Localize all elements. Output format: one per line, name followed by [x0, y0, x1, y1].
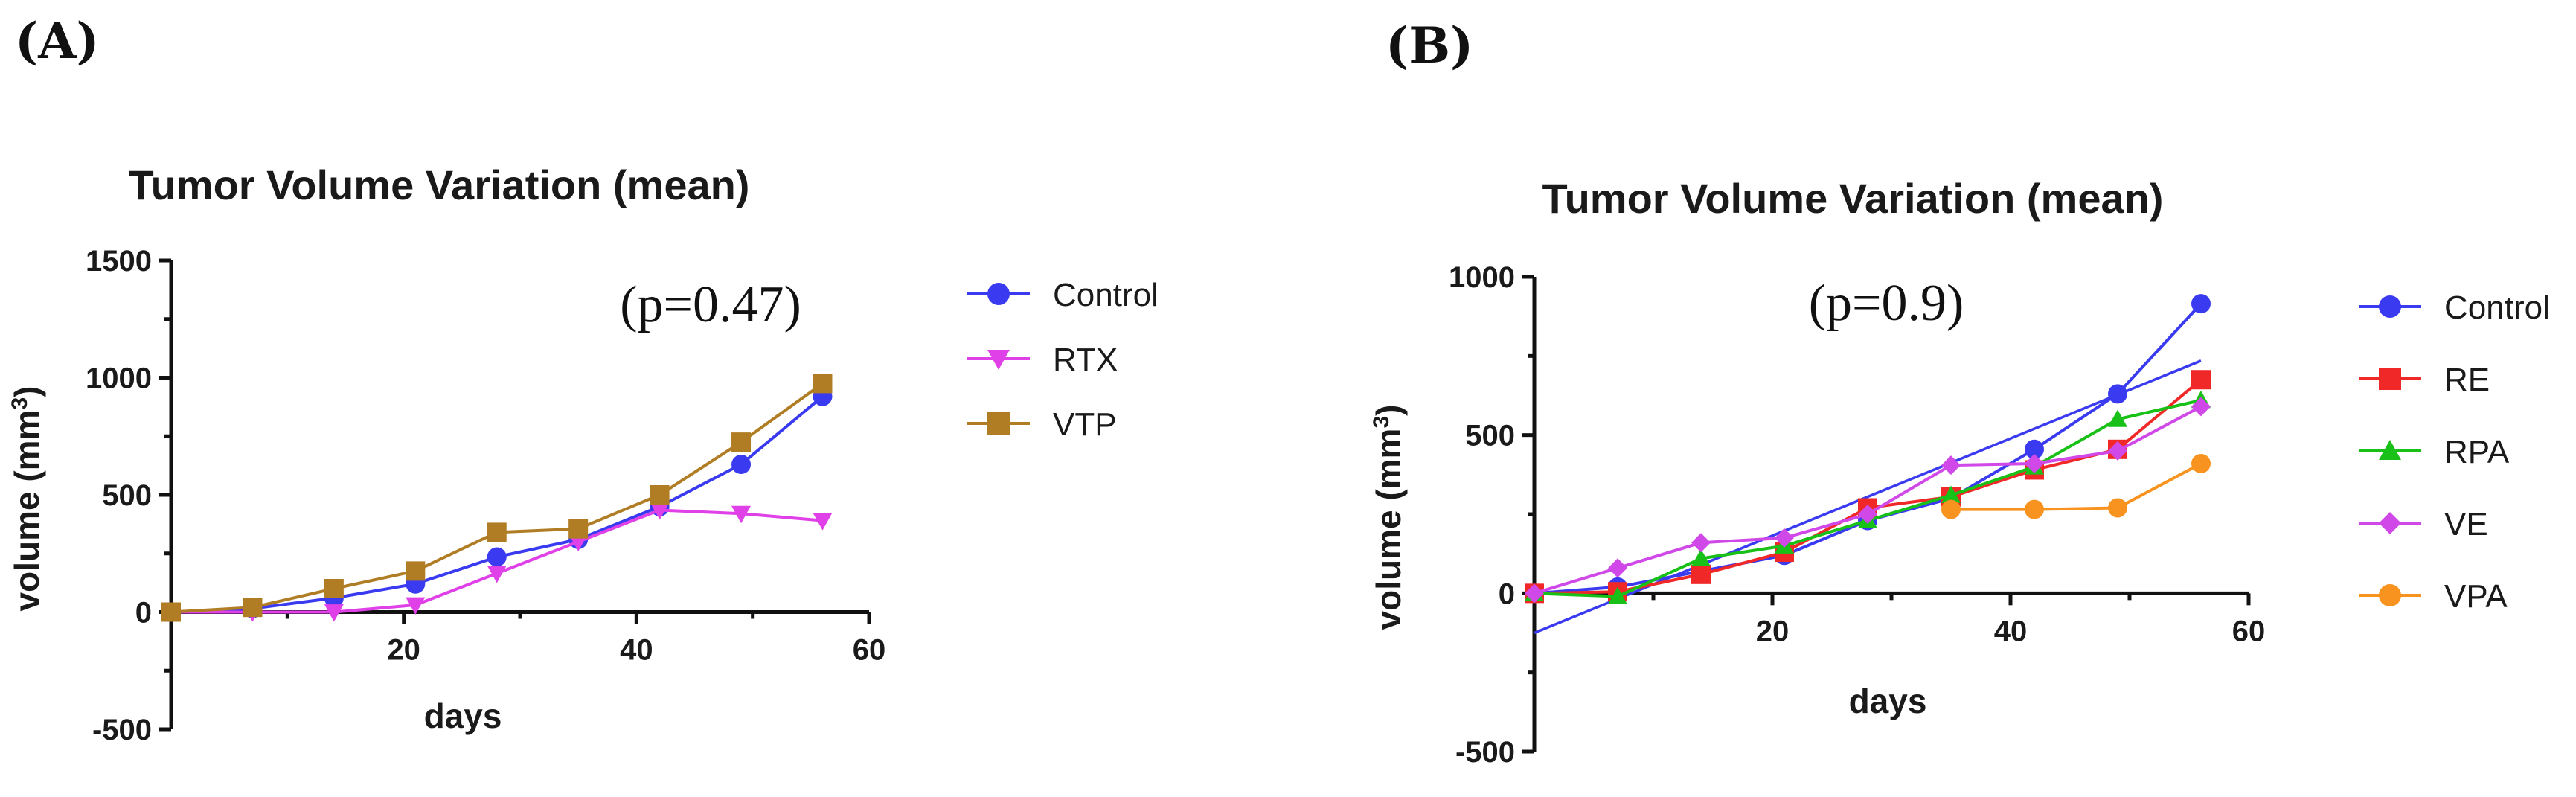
panel-b-point-vpa [1941, 499, 1961, 519]
panel-b: (B) Tumor Volume Variation (mean) (p=0.9… [1369, 16, 2550, 769]
panel-a-point-rtx [813, 513, 833, 531]
panel-b-legend-marker-re [2379, 368, 2401, 390]
panel-a-point-vtp [406, 561, 426, 581]
panel-b-point-re [1691, 564, 1711, 584]
panel-a-legend-marker-control [987, 283, 1010, 305]
panel-a-x-axis-label: days [424, 697, 502, 735]
panel-b-label: (B) [1385, 16, 1473, 74]
panel-b-point-control [2108, 384, 2127, 404]
panel-b-point-re [2191, 370, 2211, 390]
panel-a-y-tick-label: 500 [102, 479, 152, 512]
panel-b-y-axis-label: volume (mm3) [1369, 405, 1409, 630]
panel-a-point-rtx [487, 566, 507, 583]
panel-b-series-line-re [1534, 378, 2202, 595]
panel-b-point-control [2025, 439, 2044, 459]
panel-b-x-axis-label: days [1849, 682, 1927, 720]
panel-b-legend-marker-rpa [2379, 440, 2401, 460]
panel-b-x-tick-label: 60 [2232, 615, 2266, 647]
panel-a-legend-marker-rtx [987, 350, 1010, 370]
panel-a-y-tick-label: 1500 [86, 245, 152, 278]
panel-b-point-ve [1941, 455, 1961, 476]
panel-b-point-ve [2191, 397, 2211, 417]
panel-b-legend-label-rpa: RPA [2444, 434, 2510, 470]
panel-b-point-control [2191, 294, 2211, 314]
panel-a-point-rtx [406, 597, 426, 615]
panel-b-legend-label-re: RE [2444, 362, 2490, 398]
panel-b-point-vpa [2191, 453, 2211, 473]
panel-b-point-vpa [2025, 499, 2044, 519]
panel-b-point-ve [1608, 558, 1627, 578]
panel-b-point-ve [1525, 583, 1544, 604]
panel-b-point-rpa [1608, 586, 1627, 604]
panel-b-y-tick-label: 0 [1499, 577, 1515, 610]
panel-b-series-line-control [1534, 302, 2202, 595]
panel-b-point-ve [1775, 528, 1794, 548]
panel-b-point-ve [2108, 441, 2127, 461]
panel-b-point-ve [1691, 533, 1711, 553]
panel-a-point-rtx [324, 604, 344, 622]
panel-b-x-tick-label: 20 [1756, 615, 1790, 647]
panel-a-label: (A) [15, 12, 100, 70]
panel-a-x-tick-label: 40 [620, 634, 653, 667]
panel-b-point-ve [1858, 505, 1877, 524]
panel-b-trendline [1534, 359, 2202, 635]
panel-a-point-vtp [650, 485, 670, 505]
panel-b-x-tick-label: 40 [1994, 615, 2028, 647]
panel-a-p-value: (p=0.47) [620, 276, 801, 333]
panel-a-y-tick-label: 0 [135, 597, 152, 630]
panel-b-legend-label-vpa: VPA [2444, 578, 2508, 615]
panel-b-title: Tumor Volume Variation (mean) [1542, 175, 2164, 222]
panel-a-point-vtp [243, 598, 263, 618]
panel-a-point-vtp [487, 522, 507, 542]
panel-b-point-rpa [1941, 485, 1961, 503]
panel-b-series-line-vpa [1951, 462, 2202, 511]
panel-a-point-control [731, 455, 752, 475]
panel-b-legend-marker-control [2379, 295, 2401, 318]
panel-a-y-axis-label: volume (mm3) [7, 386, 47, 612]
panel-b-y-tick-label: 500 [1465, 420, 1515, 452]
panel-a-point-vtp [324, 579, 344, 598]
panel-b-point-ve [2025, 453, 2044, 473]
panel-b-y-tick-label: -500 [1455, 736, 1515, 769]
panel-a: (A) Tumor Volume Variation (mean) (p=0.4… [7, 12, 1159, 746]
panel-b-p-value: (p=0.9) [1809, 275, 1964, 332]
panel-a-point-rtx [731, 505, 752, 524]
panel-b-legend-marker-ve [2379, 512, 2401, 534]
panel-a-x-tick-label: 60 [853, 634, 886, 667]
panel-b-point-rpa [2108, 409, 2127, 427]
panel-a-point-vtp [731, 432, 752, 452]
panel-a-x-tick-label: 20 [387, 634, 420, 667]
panel-a-point-vtp [813, 374, 833, 394]
panel-a-point-rtx [650, 502, 670, 520]
panel-a-point-vtp [568, 519, 589, 539]
panel-a-point-vtp [161, 602, 181, 622]
panel-b-legend-label-control: Control [2444, 289, 2550, 326]
panel-a-y-tick-label: 1000 [86, 362, 152, 395]
panel-a-title: Tumor Volume Variation (mean) [129, 161, 750, 208]
panel-a-y-tick-label: -500 [92, 714, 152, 746]
panel-b-y-tick-label: 1000 [1449, 261, 1515, 294]
panel-b-point-vpa [2108, 498, 2127, 518]
panel-b-legend-label-ve: VE [2444, 506, 2488, 542]
panel-b-legend-marker-vpa [2379, 584, 2401, 606]
panel-a-legend-label-vtp: VTP [1053, 406, 1117, 443]
panel-b-point-rpa [1691, 548, 1711, 566]
panel-a-legend-label-rtx: RTX [1053, 342, 1118, 378]
panel-a-point-control [487, 547, 507, 567]
panel-a-legend-label-control: Control [1053, 277, 1159, 313]
panel-a-legend-marker-vtp [987, 412, 1010, 435]
